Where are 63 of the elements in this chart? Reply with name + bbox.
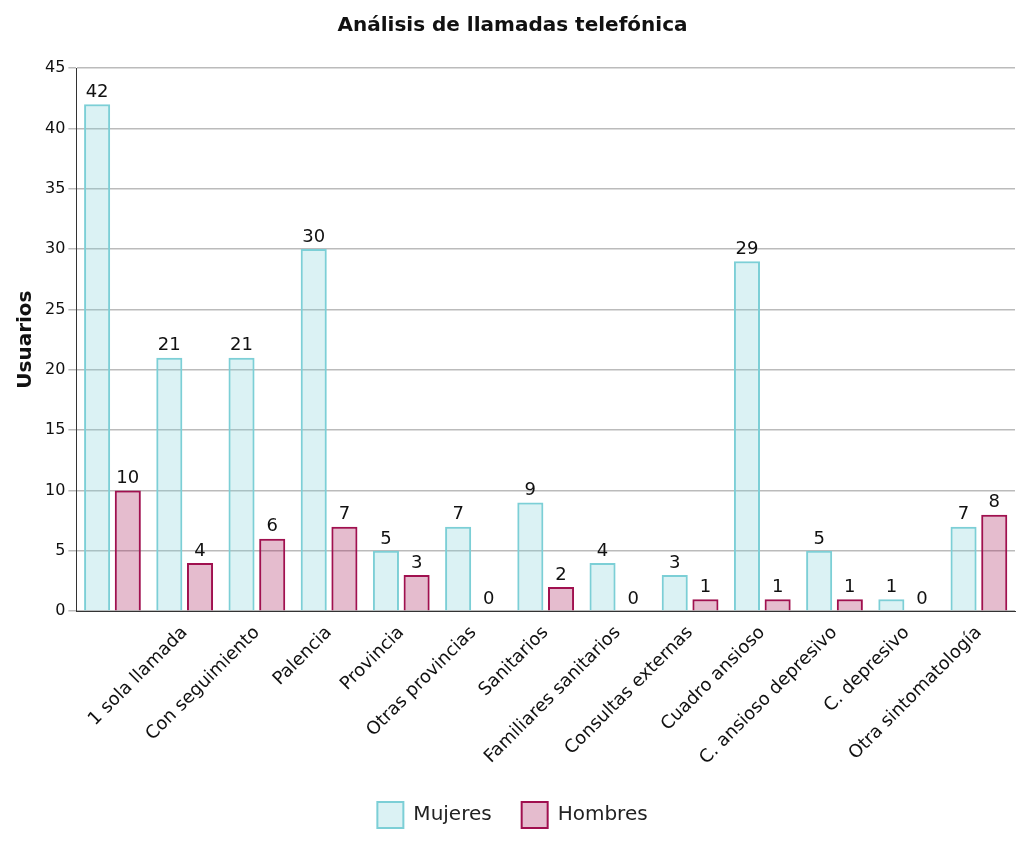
data-label: 8 xyxy=(988,490,1000,512)
bar xyxy=(156,357,183,611)
data-label: 1 xyxy=(699,574,712,596)
bar xyxy=(300,249,327,611)
data-label: 42 xyxy=(85,79,109,101)
bar xyxy=(692,599,719,611)
bar xyxy=(517,502,544,611)
bar xyxy=(878,599,905,611)
data-label: 21 xyxy=(230,333,253,355)
data-label: 0 xyxy=(916,586,928,608)
data-label: 1 xyxy=(885,574,898,596)
data-label: 2 xyxy=(555,562,567,584)
data-label: 5 xyxy=(813,526,825,548)
legend-label: Hombres xyxy=(557,801,648,826)
data-label: 7 xyxy=(338,502,351,524)
data-label: 30 xyxy=(302,224,326,246)
bar xyxy=(372,550,399,611)
bar xyxy=(259,538,286,611)
y-tick-label: 30 xyxy=(45,238,66,258)
legend-label: Mujeres xyxy=(413,801,492,826)
data-label: 5 xyxy=(380,526,392,548)
y-tick-label: 15 xyxy=(45,419,66,439)
data-label: 3 xyxy=(410,550,423,572)
bar xyxy=(981,514,1008,611)
data-label: 0 xyxy=(627,586,639,608)
data-label: 4 xyxy=(596,538,609,560)
data-label: 7 xyxy=(957,502,970,524)
bar xyxy=(733,261,760,611)
y-tick-label: 35 xyxy=(45,177,66,197)
data-label: 0 xyxy=(483,586,495,608)
y-tick-label: 25 xyxy=(45,298,66,318)
bar xyxy=(84,104,111,611)
bar xyxy=(661,574,688,611)
data-label: 1 xyxy=(771,574,784,596)
bar xyxy=(547,587,575,611)
y-tick-label: 40 xyxy=(45,117,66,137)
data-label: 3 xyxy=(669,550,681,572)
bar xyxy=(228,357,255,611)
y-tick-label: 5 xyxy=(55,540,66,559)
y-tick-label: 10 xyxy=(45,479,66,499)
bar xyxy=(114,490,141,611)
y-tick-label: 0 xyxy=(55,600,66,620)
bar xyxy=(950,526,977,611)
data-label: 4 xyxy=(194,538,206,560)
data-label: 10 xyxy=(116,466,140,488)
bar xyxy=(403,574,430,611)
data-label: 9 xyxy=(524,478,537,500)
data-label: 6 xyxy=(266,514,278,536)
chart-title: Análisis de llamadas telefónica xyxy=(337,12,688,37)
y-tick-label: 45 xyxy=(45,57,66,77)
bar xyxy=(764,599,791,611)
y-axis-title: Usuarios xyxy=(12,290,37,389)
data-label: 1 xyxy=(844,574,856,596)
bar xyxy=(589,562,616,611)
data-label: 21 xyxy=(157,333,181,355)
data-label: 29 xyxy=(735,236,759,258)
bar xyxy=(806,550,833,611)
data-label: 7 xyxy=(452,502,464,524)
bar xyxy=(836,599,863,611)
bar xyxy=(445,526,472,611)
bar xyxy=(331,526,358,611)
bar xyxy=(186,562,214,611)
y-tick-label: 20 xyxy=(45,358,66,378)
